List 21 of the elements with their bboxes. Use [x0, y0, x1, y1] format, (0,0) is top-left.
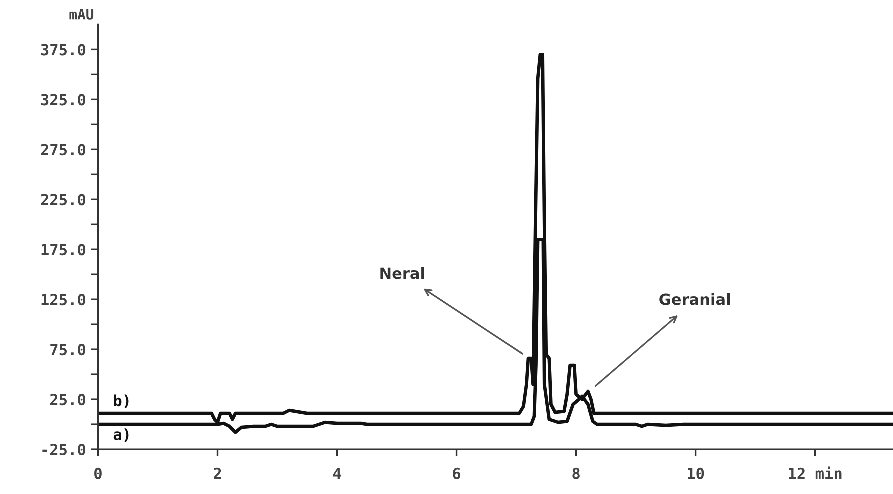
x-tick-label: 8: [572, 468, 580, 480]
y-tick-label: 325.0: [41, 94, 86, 106]
y-tick-label: 75.0: [50, 344, 86, 356]
annotation: Geranial: [660, 293, 730, 306]
x-tick-label: 10: [688, 468, 704, 480]
series-label: a): [114, 428, 129, 442]
y-tick-label: 125.0: [42, 294, 86, 306]
y-axis-title: mAU: [70, 10, 94, 20]
y-tick-label: 175.0: [42, 244, 86, 256]
annotation: Neral: [380, 267, 424, 280]
x-tick-label: 0: [94, 468, 102, 480]
y-tick-label: 275.0: [41, 144, 86, 156]
y-tick-label: 25.0: [50, 394, 86, 406]
x-tick-label: 4: [333, 468, 342, 480]
x-tick-label: 12 min: [789, 466, 842, 480]
y-tick-label: 225.0: [41, 194, 86, 206]
y-tick-label: 375.0: [41, 44, 86, 56]
x-tick-label: 6: [453, 468, 461, 480]
series-label: b): [114, 394, 129, 408]
y-tick-label: -25.0: [42, 444, 86, 456]
x-tick-label: 2: [214, 468, 222, 480]
